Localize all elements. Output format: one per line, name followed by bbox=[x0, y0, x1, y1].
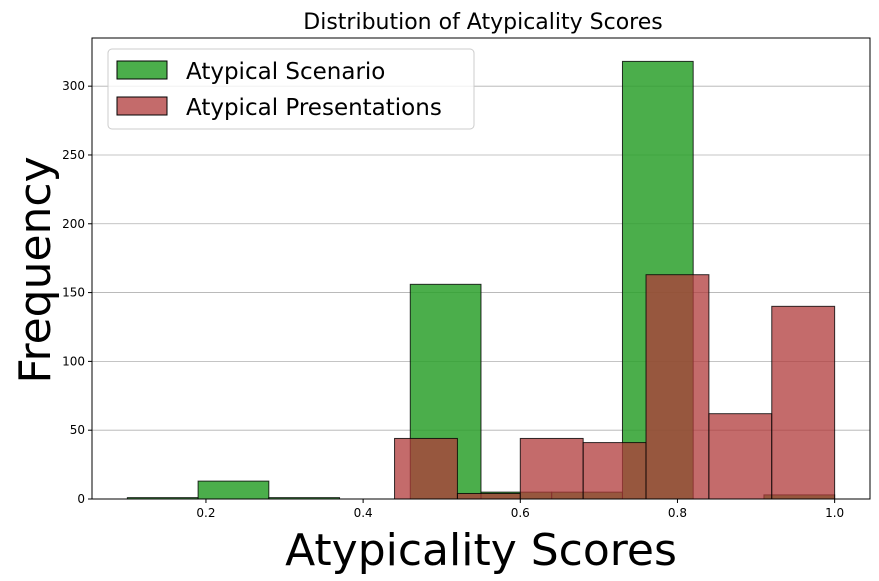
x-tick-label: 0.6 bbox=[511, 506, 530, 520]
bar-atypical-presentations bbox=[771, 305, 836, 500]
y-tick-label: 100 bbox=[62, 354, 85, 368]
y-tick-label: 300 bbox=[62, 79, 85, 93]
bar-atypical-presentations bbox=[582, 442, 647, 500]
x-axis-ticks: 0.2 0.4 0.6 0.8 1.0 bbox=[196, 499, 844, 520]
x-tick-label: 0.8 bbox=[668, 506, 687, 520]
bar-atypical-presentations bbox=[456, 492, 521, 500]
legend-box bbox=[107, 48, 475, 130]
legend-label-atypical-scenario: Atypical Scenario bbox=[186, 59, 385, 85]
y-tick-label: 150 bbox=[62, 286, 85, 300]
bar-atypical-scenario bbox=[197, 480, 270, 500]
bars bbox=[126, 60, 836, 500]
legend-swatch-atypical-presentations bbox=[116, 96, 168, 116]
y-tick-label: 200 bbox=[62, 217, 85, 231]
y-axis-ticks: 0 50 100 150 200 250 300 bbox=[62, 79, 92, 506]
x-tick-label: 1.0 bbox=[825, 506, 844, 520]
legend: Atypical Scenario Atypical Presentations bbox=[107, 48, 475, 130]
plot-frame bbox=[91, 37, 871, 500]
legend-label-atypical-presentations: Atypical Presentations bbox=[186, 95, 442, 121]
y-tick-label: 0 bbox=[77, 492, 85, 506]
x-tick-label: 0.2 bbox=[196, 506, 215, 520]
legend-swatch-atypical-scenario bbox=[116, 60, 168, 80]
x-tick-label: 0.4 bbox=[354, 506, 373, 520]
y-axis-label: Frequency bbox=[10, 156, 61, 383]
bar-atypical-presentations bbox=[394, 437, 458, 500]
x-axis-label: Atypicality Scores bbox=[285, 525, 677, 576]
bar-atypical-presentations bbox=[519, 437, 584, 500]
y-tick-label: 50 bbox=[70, 423, 85, 437]
bar-atypical-presentations bbox=[645, 274, 710, 500]
y-tick-label: 250 bbox=[62, 148, 85, 162]
bar-atypical-presentations bbox=[708, 413, 773, 500]
chart-title: Distribution of Atypicality Scores bbox=[303, 10, 662, 35]
